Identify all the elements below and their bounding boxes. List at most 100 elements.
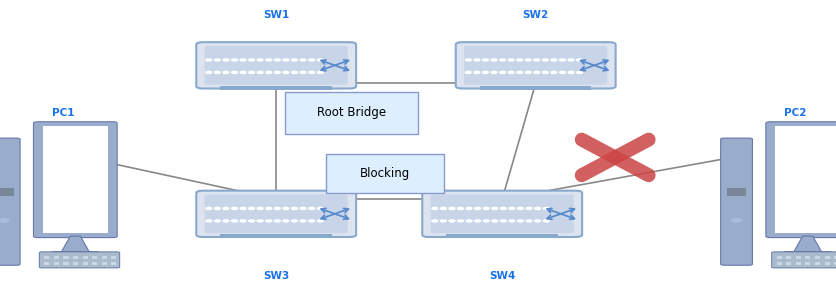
Bar [785,262,790,265]
Bar [795,262,800,265]
Circle shape [500,220,506,222]
Circle shape [222,207,228,209]
Circle shape [257,207,263,209]
FancyBboxPatch shape [196,42,356,89]
FancyBboxPatch shape [52,252,99,259]
Circle shape [525,71,531,73]
Circle shape [448,220,454,222]
Circle shape [550,71,556,73]
Bar [44,262,49,265]
Circle shape [440,220,446,222]
Bar [102,262,107,265]
Circle shape [266,59,272,61]
Bar [54,262,59,265]
FancyBboxPatch shape [783,252,830,259]
Circle shape [206,59,212,61]
Circle shape [508,207,514,209]
FancyBboxPatch shape [720,138,752,265]
Circle shape [526,220,532,222]
Circle shape [274,59,280,61]
Circle shape [517,207,522,209]
Circle shape [431,220,437,222]
Bar [823,262,828,265]
FancyBboxPatch shape [463,46,607,85]
FancyBboxPatch shape [430,195,573,233]
Circle shape [317,59,323,61]
FancyBboxPatch shape [774,126,836,233]
Circle shape [240,59,246,61]
Bar [814,262,819,265]
Circle shape [731,219,741,222]
Circle shape [517,220,522,222]
Circle shape [550,59,556,61]
Circle shape [474,207,480,209]
Circle shape [492,220,497,222]
Bar [73,256,78,259]
Bar [833,262,836,265]
Circle shape [474,220,480,222]
Circle shape [482,59,487,61]
Circle shape [457,207,463,209]
FancyBboxPatch shape [479,86,591,90]
Circle shape [507,59,513,61]
Circle shape [431,207,437,209]
Circle shape [214,71,220,73]
Circle shape [248,207,254,209]
Circle shape [274,207,280,209]
Circle shape [559,71,565,73]
Circle shape [283,59,288,61]
Circle shape [507,71,513,73]
FancyBboxPatch shape [205,195,348,233]
Circle shape [222,59,228,61]
Text: PC1: PC1 [52,108,74,118]
FancyBboxPatch shape [43,126,108,233]
Circle shape [482,71,487,73]
Circle shape [308,207,314,209]
Bar [44,256,49,259]
Circle shape [257,220,263,222]
Text: SW3: SW3 [263,271,289,281]
Circle shape [500,207,506,209]
Circle shape [291,71,297,73]
Circle shape [492,207,497,209]
Circle shape [526,207,532,209]
Circle shape [491,71,497,73]
Circle shape [308,71,314,73]
Circle shape [491,59,497,61]
Bar [814,256,819,259]
Circle shape [232,207,237,209]
Circle shape [240,220,246,222]
Circle shape [300,71,306,73]
Bar [833,256,836,259]
Circle shape [266,220,272,222]
Circle shape [240,71,246,73]
Bar [823,256,828,259]
Bar [64,262,69,265]
Circle shape [291,207,297,209]
FancyBboxPatch shape [0,138,20,265]
Circle shape [274,71,280,73]
Circle shape [568,71,573,73]
FancyBboxPatch shape [326,154,443,193]
Circle shape [465,71,471,73]
Circle shape [214,207,220,209]
Text: Root Bridge: Root Bridge [317,106,385,119]
Circle shape [283,207,288,209]
Bar [804,262,809,265]
Circle shape [457,220,463,222]
Circle shape [534,207,540,209]
Circle shape [317,71,323,73]
Bar [795,256,800,259]
FancyBboxPatch shape [765,122,836,238]
Circle shape [214,220,220,222]
Circle shape [257,71,263,73]
Circle shape [248,71,254,73]
Circle shape [283,220,288,222]
Circle shape [300,220,306,222]
Bar [92,256,97,259]
Circle shape [482,207,488,209]
Circle shape [533,71,539,73]
FancyBboxPatch shape [220,234,332,238]
FancyBboxPatch shape [39,252,120,268]
Text: SW2: SW2 [522,10,548,20]
